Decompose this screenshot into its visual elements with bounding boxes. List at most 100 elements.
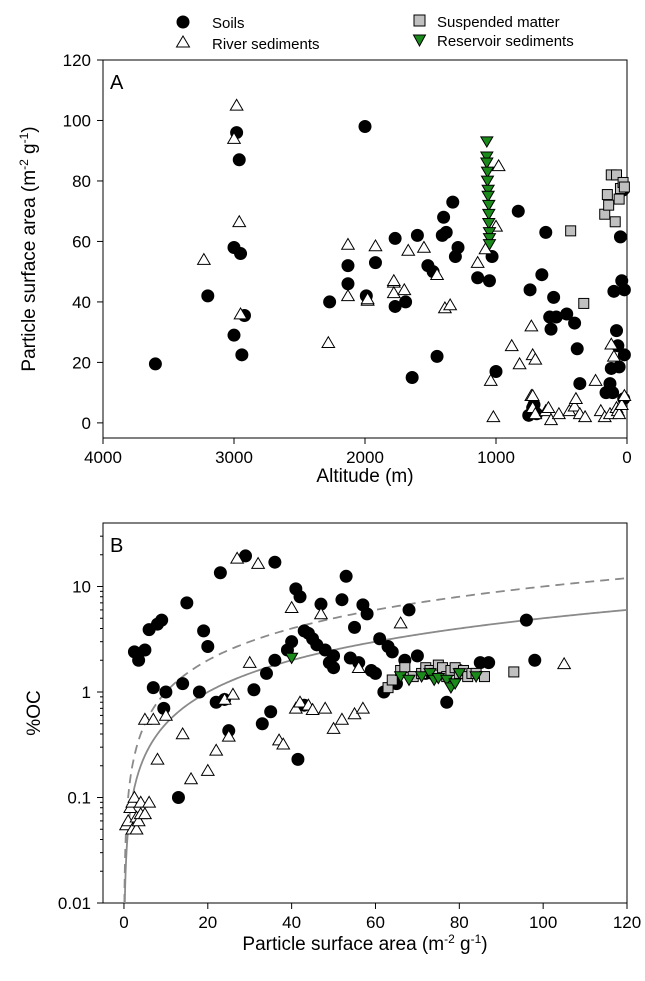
- panel-a-label: A: [110, 72, 124, 94]
- suspended-point: [611, 169, 623, 181]
- river-point: [233, 307, 248, 320]
- reservoir-point: [469, 671, 483, 683]
- soils-point: [255, 717, 269, 731]
- panel-b-x-label-main: Particle surface area (m: [242, 934, 444, 955]
- soils-point: [235, 348, 249, 362]
- river-point: [141, 795, 157, 808]
- river-point: [221, 729, 236, 742]
- soils-point: [544, 322, 558, 336]
- reservoir-point: [448, 678, 463, 691]
- river-point: [313, 606, 329, 620]
- soils-point: [234, 247, 248, 261]
- reservoir-point: [402, 674, 416, 687]
- river-point: [326, 721, 341, 734]
- river-point: [556, 656, 572, 670]
- river-point: [401, 243, 416, 256]
- suspended-point: [599, 208, 611, 220]
- dashed-fit-curve: [123, 577, 628, 904]
- river-point: [528, 406, 543, 420]
- river-point: [209, 743, 224, 756]
- panel-a-y-label-sup2: -1: [17, 132, 31, 143]
- soils-point: [358, 120, 372, 134]
- river-marker-icon: [175, 35, 191, 48]
- soils-point: [528, 653, 542, 667]
- soils-point: [368, 256, 382, 270]
- soils-point: [612, 360, 626, 374]
- river-point: [491, 158, 506, 172]
- river-point: [611, 406, 627, 420]
- panel-a-points: [148, 98, 632, 426]
- river-point: [129, 822, 144, 835]
- panel-b: B 0 20 40 60 80 100 120 0.01 0.1 1 10 Particle sur…: [24, 522, 641, 955]
- panel-a-y-tick-label: 60: [72, 232, 91, 251]
- soils-point: [159, 685, 173, 699]
- panel-b-x-tick-label: 80: [450, 913, 469, 932]
- soils-point: [171, 791, 185, 805]
- soils-point: [132, 653, 146, 667]
- soils-point: [451, 240, 465, 254]
- panel-b-x-tick-label: 120: [613, 913, 641, 932]
- soils-point: [511, 204, 525, 218]
- river-point: [137, 806, 153, 820]
- soils-point: [323, 295, 337, 309]
- soils-point: [341, 277, 355, 291]
- river-point: [588, 373, 603, 386]
- soils-point: [437, 210, 451, 224]
- soils-point: [440, 695, 454, 709]
- soils-point: [348, 620, 362, 634]
- river-point: [541, 400, 556, 414]
- soils-point: [268, 653, 282, 667]
- panel-a-x-tick-label: 4000: [84, 448, 122, 467]
- soils-point: [547, 290, 561, 304]
- river-point: [242, 655, 257, 668]
- soils-point: [471, 271, 485, 285]
- legend-item-reservoir: Reservoir sediments: [412, 33, 574, 50]
- soils-point: [339, 569, 353, 583]
- legend-label-reservoir: Reservoir sediments: [437, 33, 574, 50]
- soils-point: [405, 371, 419, 385]
- river-point: [524, 319, 539, 332]
- panel-a-y-axis-label: Particle surface area (m-2 g-1): [17, 126, 40, 371]
- soils-point: [519, 613, 533, 627]
- reservoir-point: [480, 166, 495, 179]
- river-point: [416, 240, 432, 253]
- river-point: [158, 708, 174, 721]
- panel-a-y-label-sup1: -2: [17, 159, 31, 170]
- soils-point: [570, 342, 584, 356]
- river-point: [442, 297, 458, 311]
- panel-b-frame: [102, 522, 628, 904]
- panel-a-y-tick-label: 20: [72, 353, 91, 372]
- panel-b-y-tick-label: 10: [72, 578, 91, 597]
- suspended-point: [609, 216, 621, 228]
- soils-point: [138, 643, 152, 657]
- river-point: [321, 335, 336, 349]
- soils-point: [430, 349, 444, 363]
- river-point: [150, 752, 165, 765]
- legend: Soils River sediments Suspended matter R…: [175, 14, 574, 53]
- river-point: [568, 391, 584, 404]
- reservoir-point: [482, 239, 497, 251]
- river-point: [175, 726, 190, 740]
- legend-item-soils: Soils: [176, 15, 245, 32]
- soils-point: [148, 357, 162, 371]
- soils-point: [617, 348, 631, 362]
- panel-a-y-label-mid: g: [19, 143, 40, 159]
- reservoir-point: [482, 233, 497, 245]
- river-point: [525, 388, 540, 401]
- soils-point: [201, 640, 215, 654]
- panel-b-x-axis-label: Particle surface area (m-2 g-1): [242, 932, 487, 955]
- river-point: [360, 291, 375, 305]
- panel-b-x-tick-label: 100: [529, 913, 557, 932]
- panel-b-x-label-end: ): [481, 934, 487, 955]
- suspended-point: [618, 181, 630, 193]
- reservoir-point: [481, 184, 496, 197]
- soils-point: [539, 225, 553, 239]
- river-point: [200, 763, 215, 776]
- soils-point: [293, 590, 307, 604]
- panel-b-x-tick-label: 20: [198, 913, 217, 932]
- panel-b-x-label-mid: g: [455, 934, 471, 955]
- panel-b-x-label-sup2: -1: [471, 932, 482, 946]
- river-point: [614, 397, 629, 411]
- panel-a-x-tick-label: 1000: [477, 448, 515, 467]
- river-point: [393, 616, 408, 629]
